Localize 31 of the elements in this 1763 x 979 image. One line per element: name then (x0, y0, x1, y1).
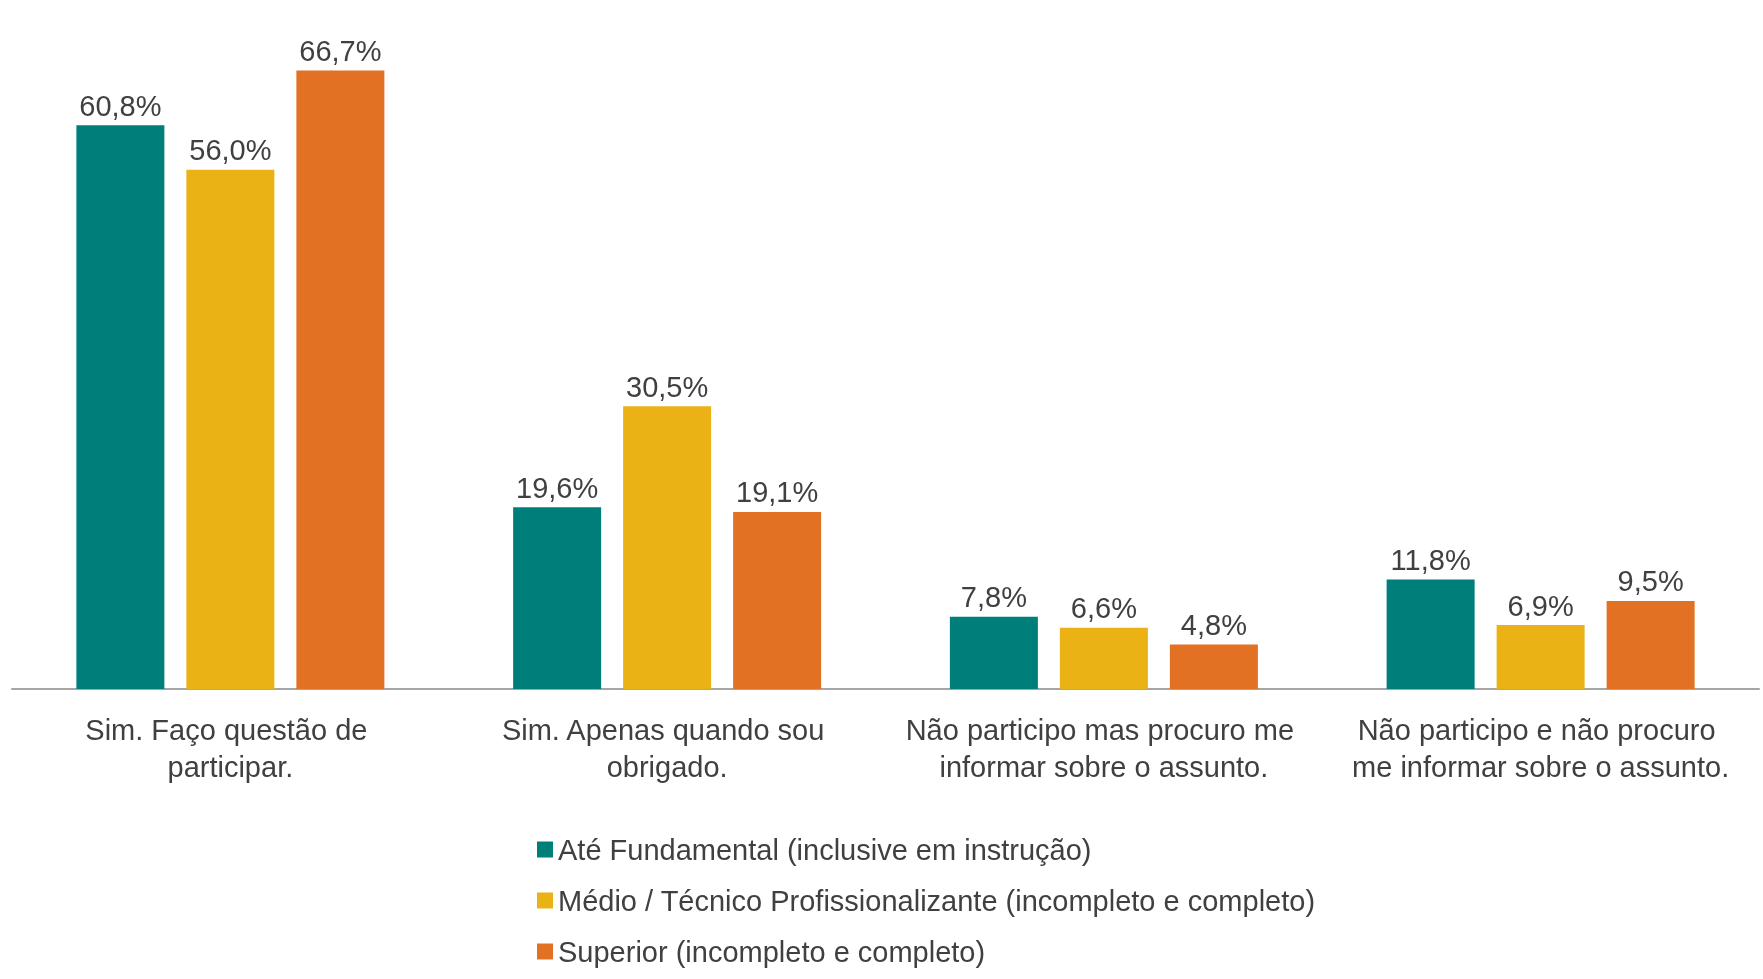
bar (1496, 625, 1585, 689)
legend-label: Superior (incompleto e completo) (558, 935, 986, 968)
x-tick-label: Não participo mas procuro me informar sobre o assunto. (905, 713, 1303, 783)
data-label: 6,9% (1507, 589, 1574, 622)
x-tick-label: Sim. Apenas quando sou obrigado. (501, 713, 833, 783)
bar (623, 406, 712, 689)
data-label: 4,8% (1180, 609, 1247, 641)
bar (513, 507, 602, 689)
data-label: 7,8% (960, 581, 1027, 614)
bar (1169, 644, 1258, 689)
data-label: 11,8% (1390, 544, 1471, 577)
data-label: 6,6% (1070, 592, 1137, 625)
bar (296, 70, 385, 689)
bar (1386, 579, 1475, 689)
data-label: 19,6% (516, 471, 599, 504)
bar (76, 125, 165, 689)
bar (1059, 627, 1148, 689)
bar (949, 616, 1038, 689)
data-label: 56,0% (189, 134, 272, 167)
data-label: 30,5% (626, 370, 709, 403)
legend-label: Médio / Técnico Profissionalizante (incompleto e completo) (558, 884, 1316, 917)
bar (1606, 600, 1695, 689)
x-tick-label: Sim. Faço questão de participar. (85, 713, 376, 783)
x-tick-label: Não participo e não procuro me informar sobre o assunto. (1352, 713, 1730, 783)
bar (733, 511, 822, 689)
data-label: 66,7% (299, 35, 382, 68)
data-label: 19,1% (736, 476, 819, 509)
data-label: 9,5% (1617, 565, 1684, 598)
bar (186, 169, 275, 689)
data-label: 60,8% (79, 89, 162, 122)
legend-label: Até Fundamental (inclusive em instrução) (558, 833, 1092, 866)
